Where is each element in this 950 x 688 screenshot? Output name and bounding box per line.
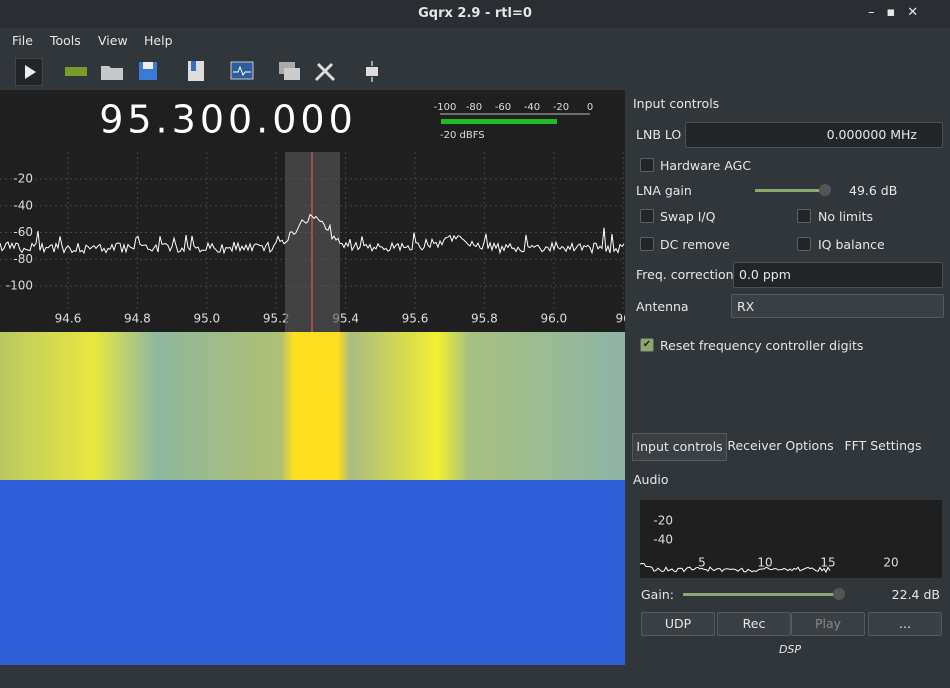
checkbox[interactable] [640, 237, 654, 251]
meter-tick-label: -60 [495, 102, 511, 113]
x-axis-label: 95.2 [263, 312, 290, 326]
lna-slider[interactable] [755, 189, 825, 192]
checkbox[interactable] [640, 158, 654, 172]
x-axis-label: 96.0 [540, 312, 567, 326]
waterfall-active [0, 332, 625, 480]
x-axis-label: 95.0 [193, 312, 220, 326]
audio-button[interactable]: Rec [717, 612, 791, 636]
tab[interactable]: Receiver Options [727, 438, 834, 453]
save-button[interactable] [135, 58, 161, 84]
tab[interactable]: FFT Settings [844, 438, 922, 453]
meter-tick-label: -40 [524, 102, 540, 113]
audio-y-label: -20 [653, 514, 673, 528]
x-axis-label: 94.8 [124, 312, 151, 326]
input-value: 0.000000 MHz [826, 127, 917, 142]
x-axis-label: 96 [616, 312, 625, 326]
checkbox[interactable] [797, 209, 811, 223]
x-axis-label: 94.6 [55, 312, 82, 326]
checkbox-label: Hardware AGC [660, 158, 752, 173]
menu-item[interactable]: Help [144, 33, 173, 48]
bookmark-button[interactable] [183, 58, 209, 84]
meter-tick-label: -20 [553, 102, 569, 113]
panel-label: LNA gain [636, 183, 692, 198]
checkbox-label: Swap I/Q [660, 209, 716, 224]
audio-button[interactable]: UDP [641, 612, 715, 636]
y-axis-label: -80 [13, 252, 33, 266]
waterfall-idle [0, 480, 625, 665]
meter-tick-label: -100 [434, 102, 457, 113]
tab[interactable]: Input controls [632, 433, 727, 461]
input-value: 0.0 ppm [739, 267, 791, 282]
toolbar [0, 52, 950, 90]
x-axis-label: 95.6 [402, 312, 429, 326]
settings-button[interactable] [312, 58, 338, 84]
checkbox[interactable] [797, 237, 811, 251]
window-controls[interactable]: –▪✕ [868, 5, 931, 20]
slider-handle[interactable] [833, 588, 845, 600]
panel-label: Antenna [636, 299, 689, 314]
dock-button[interactable] [359, 58, 385, 84]
y-axis-label: -40 [13, 198, 33, 212]
antenna-combo[interactable] [731, 294, 944, 318]
panel-title: Audio [633, 472, 669, 487]
slider-handle[interactable] [819, 184, 831, 196]
checkbox-label: IQ balance [818, 237, 885, 252]
signal-meter-bar [441, 119, 557, 124]
panel-title: Input controls [633, 96, 720, 111]
checkbox-label: Reset frequency controller digits [660, 338, 864, 353]
open-button[interactable] [99, 58, 125, 84]
checkbox-label: DC remove [660, 237, 730, 252]
lnb-lo-input[interactable] [685, 122, 943, 148]
y-axis-label: -20 [13, 172, 33, 186]
combo-value: RX [737, 299, 755, 314]
dsp-label: DSP [778, 643, 802, 656]
audio-spectrum: -20 -40 5 10 15 20 [640, 500, 942, 578]
device-button[interactable] [63, 58, 89, 84]
audio-button[interactable]: ... [868, 612, 942, 636]
title-bar [0, 0, 950, 28]
audio-x-label: 20 [883, 556, 898, 570]
audio-y-label: -40 [653, 533, 673, 547]
freq-correction-input[interactable] [733, 262, 943, 288]
gain-label: Gain: [641, 587, 674, 602]
y-axis-label: -100 [6, 279, 33, 293]
fft-button[interactable] [229, 58, 255, 84]
menu-item[interactable]: View [98, 33, 128, 48]
panel-label: LNB LO [636, 127, 682, 142]
receiver-display: 95.300.000 -20 dBFS -20 -40 -60 -80 -100 94.6… [0, 90, 625, 665]
checkbox-checked[interactable]: ✔ [640, 338, 654, 352]
y-axis-label: -60 [13, 225, 33, 239]
panel-label: Freq. correction [636, 267, 734, 282]
audio-x-label: 10 [757, 556, 772, 570]
audio-x-label: 15 [820, 556, 835, 570]
gain-value: 22.4 dB [891, 587, 940, 602]
spectrum-trace [0, 213, 625, 255]
x-axis-label: 95.8 [471, 312, 498, 326]
frequency-display[interactable]: 95.300.000 [99, 98, 357, 142]
audio-gain-slider[interactable] [683, 593, 839, 596]
audio-x-label: 5 [698, 556, 706, 570]
audio-button[interactable]: Play [791, 612, 865, 636]
meter-label: -20 dBFS [440, 130, 485, 141]
remote-button[interactable] [276, 58, 302, 84]
menu-item[interactable]: Tools [50, 33, 81, 48]
checkbox-label: No limits [818, 209, 873, 224]
play-button[interactable] [15, 58, 43, 86]
checkbox[interactable] [640, 209, 654, 223]
menu-item[interactable]: File [12, 33, 33, 48]
input-value: 49.6 dB [849, 183, 898, 198]
window-title: Gqrx 2.9 - rtl=0 [418, 6, 532, 21]
meter-tick-label: 0 [587, 102, 593, 113]
meter-tick-label: -80 [466, 102, 482, 113]
